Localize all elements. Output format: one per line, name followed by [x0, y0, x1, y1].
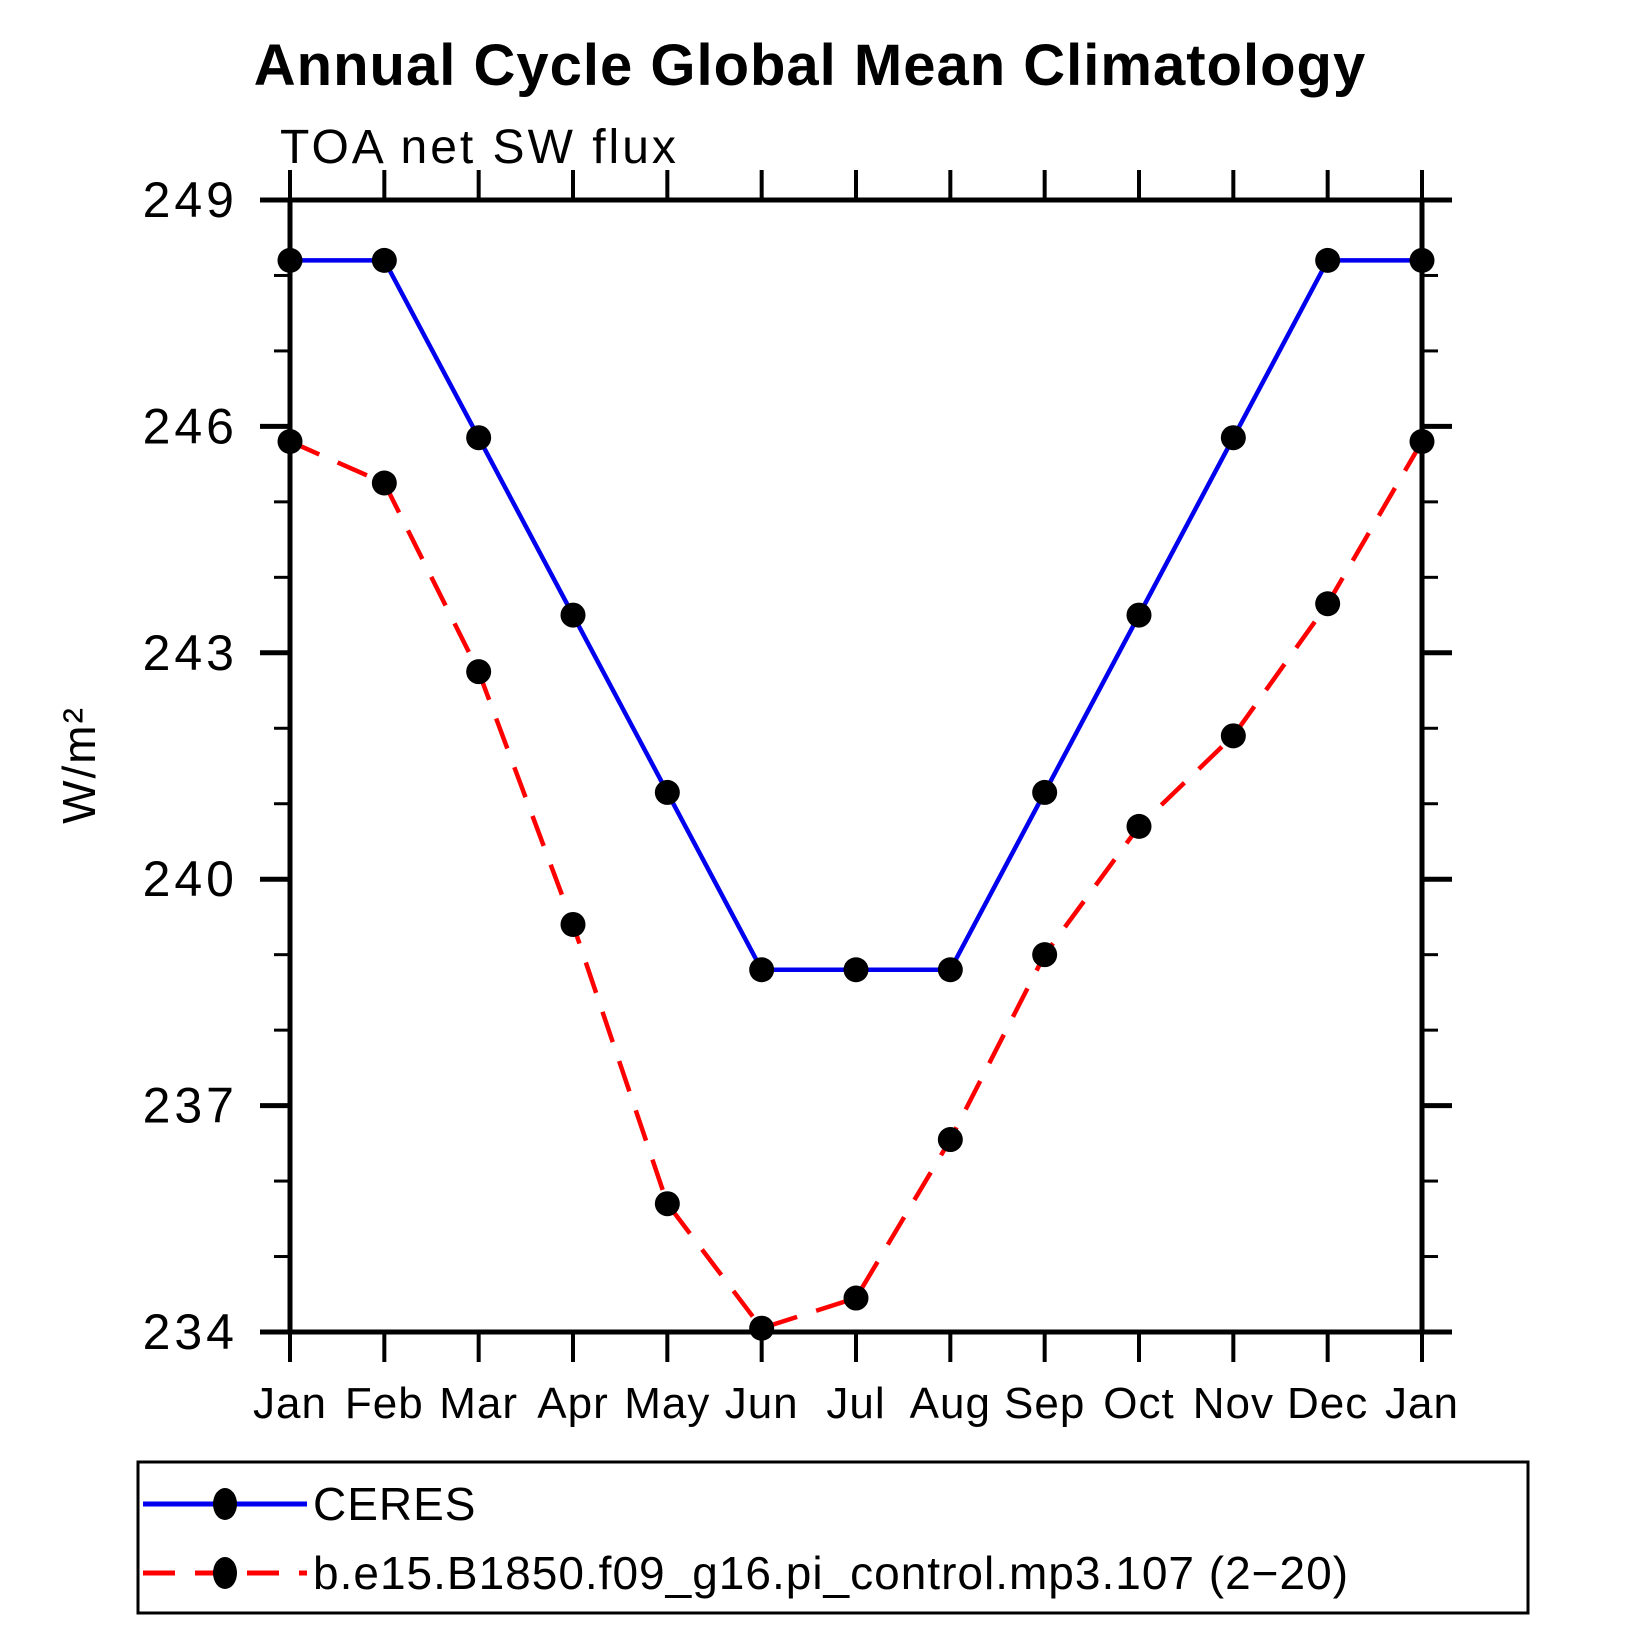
- data-point-series1-10: [1220, 723, 1246, 749]
- data-point-series1-11: [1315, 591, 1341, 617]
- x-tick-label: Jul: [826, 1379, 885, 1428]
- data-point-series0-12: [1409, 247, 1435, 273]
- x-tick-label: Oct: [1103, 1379, 1174, 1428]
- y-axis-unit-label: W/m²: [53, 706, 105, 824]
- data-point-series0-2: [466, 425, 492, 451]
- x-tick-label: Aug: [910, 1379, 991, 1428]
- data-point-series1-7: [937, 1127, 963, 1153]
- data-point-series0-5: [749, 957, 775, 983]
- x-tick-label: Dec: [1287, 1379, 1368, 1428]
- legend-item-ceres: CERES: [143, 1478, 476, 1530]
- data-point-series0-1: [371, 247, 397, 273]
- legend-marker-ceres: [213, 1488, 237, 1520]
- x-tick-label: May: [624, 1379, 710, 1428]
- y-tick-label: 249: [143, 172, 238, 228]
- y-tick-label: 246: [143, 398, 238, 454]
- data-point-series1-12: [1409, 428, 1435, 454]
- data-point-series1-0: [277, 428, 303, 454]
- chart-subtitle: TOA net SW flux: [280, 121, 679, 174]
- data-point-series0-11: [1315, 247, 1341, 273]
- series-line-0: [290, 258, 1422, 973]
- series-line-1: [289, 439, 1424, 1331]
- plot-frame: [287, 197, 1425, 1335]
- data-point-series1-1: [371, 470, 397, 496]
- legend-box: [136, 1460, 1530, 1615]
- y-tick-label: 237: [143, 1078, 238, 1134]
- legend-marker-model: [213, 1557, 237, 1589]
- chart-title: Annual Cycle Global Mean Climatology: [254, 33, 1366, 98]
- legend-label-model: b.e15.B1850.f09_g16.pi_control.mp3.107 (…: [313, 1547, 1349, 1599]
- legend-item-model: b.e15.B1850.f09_g16.pi_control.mp3.107 (…: [143, 1547, 1349, 1599]
- data-point-series0-6: [843, 957, 869, 983]
- x-tick-label: Jan: [1385, 1379, 1459, 1428]
- y-tick-label: 243: [143, 625, 238, 681]
- x-tick-label: Apr: [537, 1379, 608, 1428]
- data-point-series1-8: [1032, 942, 1058, 968]
- data-point-series1-6: [843, 1285, 869, 1311]
- x-tick-label: Nov: [1193, 1379, 1274, 1428]
- x-tick-label: Mar: [439, 1379, 518, 1428]
- y-tick-label: 234: [143, 1304, 238, 1360]
- data-point-series0-0: [277, 247, 303, 273]
- x-tick-label: Sep: [1004, 1379, 1085, 1428]
- x-tick-label: Jan: [253, 1379, 327, 1428]
- data-point-series0-10: [1220, 425, 1246, 451]
- legend-label-ceres: CERES: [313, 1478, 476, 1530]
- data-point-series1-2: [466, 659, 492, 685]
- data-point-series1-4: [654, 1191, 680, 1217]
- x-tick-label: Feb: [345, 1379, 424, 1428]
- data-point-series0-7: [937, 957, 963, 983]
- data-point-series0-9: [1126, 602, 1152, 628]
- data-point-series1-3: [560, 911, 586, 937]
- data-point-series0-4: [654, 779, 680, 805]
- plot-area: Jan Feb Mar Apr May Jun Jul Aug Sep Oct Nov Dec Jan 2…: [143, 170, 1459, 1428]
- data-point-series0-3: [560, 602, 586, 628]
- y-tick-label: 240: [143, 851, 238, 907]
- data-point-series1-9: [1126, 813, 1152, 839]
- data-point-series0-8: [1032, 779, 1058, 805]
- legend: CERES b.e15.B1850.f09_g16.pi_control.mp3…: [136, 1460, 1530, 1615]
- data-point-series1-5: [749, 1315, 775, 1341]
- x-tick-label: Jun: [725, 1379, 799, 1428]
